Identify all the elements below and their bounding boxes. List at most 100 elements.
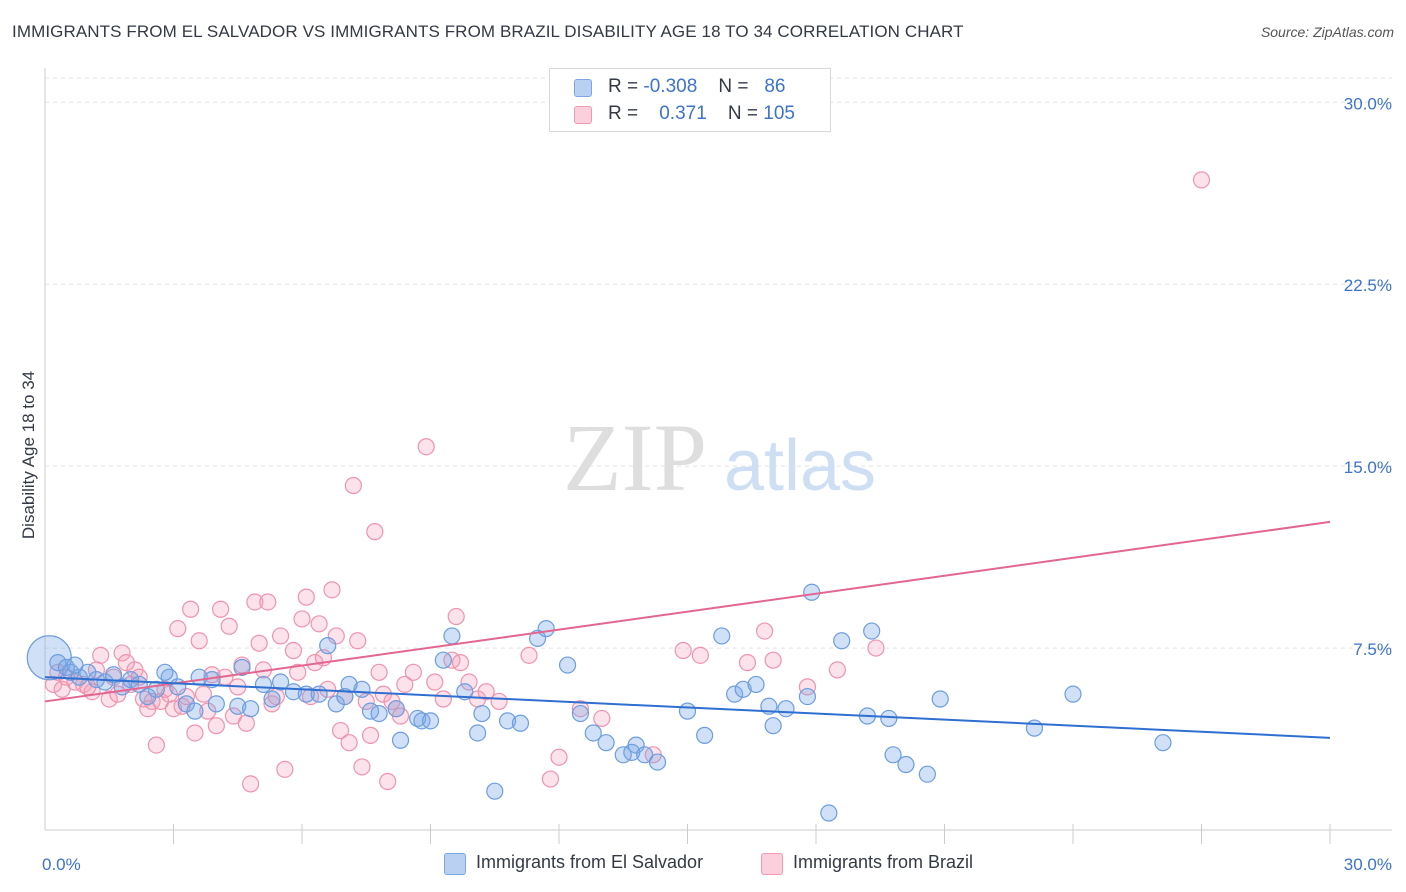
scatter-point — [696, 726, 714, 744]
scatter-point — [186, 724, 204, 742]
scatter-point — [297, 588, 315, 606]
scatter-point — [396, 675, 414, 694]
legend-text-el-salvador: R = -0.308 N = 86 — [608, 76, 785, 98]
y-tick-label: 22.5% — [1344, 276, 1392, 295]
scatter-point — [100, 690, 118, 708]
scatter-point — [259, 593, 277, 611]
scatter-point — [246, 593, 264, 611]
scatter-point — [443, 627, 461, 645]
scatter-point — [537, 620, 555, 638]
scatter-point — [426, 673, 444, 691]
scatter-point — [344, 476, 362, 495]
scatter-point — [276, 760, 294, 778]
scatter-point — [340, 734, 358, 752]
scatter-point — [447, 607, 465, 626]
legend-text-brazil: R = 0.371 N = 105 — [608, 103, 795, 125]
y-axis-label: Disability Age 18 to 34 — [19, 371, 38, 539]
y-tick-label: 15.0% — [1344, 458, 1392, 477]
scatter-point — [558, 656, 577, 674]
scatter-point — [571, 704, 590, 723]
scatter-point — [469, 724, 487, 742]
scatter-point — [456, 683, 474, 701]
scatter-point — [636, 746, 654, 764]
scatter-point — [460, 673, 478, 691]
axes — [44, 68, 1392, 844]
scatter-point — [511, 714, 530, 732]
scatter-point — [92, 646, 110, 664]
scatter-point — [331, 721, 350, 740]
scatter-point — [271, 627, 290, 645]
scatter-point — [327, 627, 345, 645]
scatter-point — [541, 770, 560, 788]
scatter-point — [319, 637, 337, 655]
scatter-point — [49, 654, 67, 672]
scatter-point — [1064, 685, 1082, 703]
scatter-point — [113, 644, 131, 662]
scatter-point — [156, 663, 174, 681]
scatter-point — [627, 736, 645, 754]
scatter-point — [224, 707, 243, 725]
scatter-point — [473, 704, 491, 723]
legend-row-brazil: R = 0.371 N = 105 — [550, 102, 830, 128]
watermark-zip: ZIP — [563, 404, 707, 511]
trend-lines — [44, 520, 1331, 739]
scatter-point — [931, 690, 949, 708]
y-tick-label: 30.0% — [1344, 94, 1392, 113]
scatter-point — [190, 632, 208, 650]
scatter-point — [713, 627, 731, 645]
scatter-point — [897, 755, 915, 774]
scatter-point — [884, 746, 902, 764]
scatter-point — [212, 600, 230, 618]
scatter-point — [738, 654, 757, 672]
scatter-point — [550, 748, 568, 766]
legend-swatch-brazil — [574, 106, 592, 124]
scatter-point — [207, 695, 225, 713]
scatter-point — [777, 700, 795, 718]
scatter-point — [289, 663, 307, 681]
scatter-point — [584, 724, 602, 742]
scatter-point — [387, 700, 405, 718]
scatter-point — [370, 663, 388, 681]
bottom-legend-swatch-brazil — [761, 853, 783, 875]
scatter-point — [370, 704, 388, 723]
n-value: 86 — [764, 76, 786, 97]
scatter-point — [726, 685, 744, 703]
r-label: R = — [608, 76, 639, 97]
scatter-point — [798, 687, 817, 706]
scatter-point — [122, 670, 140, 689]
legend-row-el-salvador: R = -0.308 N = 86 — [550, 75, 830, 101]
scatter-point — [918, 765, 936, 783]
scatter-point — [284, 641, 303, 660]
watermark: ZIP atlas — [563, 404, 876, 511]
scatter-point — [674, 641, 692, 660]
trend-line-el-salvador — [44, 676, 1331, 739]
scatter-point — [571, 700, 590, 718]
scatter-point — [1154, 734, 1172, 752]
scatter-point — [177, 687, 195, 706]
scatter-point — [477, 683, 495, 701]
n-label: N = — [727, 103, 759, 124]
scatter-point — [66, 656, 84, 674]
x-tick-label: 30.0% — [1344, 855, 1392, 874]
scatter-point — [263, 690, 281, 708]
n-value: 105 — [763, 103, 795, 124]
scatter-point — [490, 692, 508, 711]
scatter-point — [220, 617, 238, 635]
scatter-point — [691, 646, 709, 664]
scatter-point — [186, 702, 204, 720]
scatter-point — [764, 651, 782, 669]
scatter-point — [747, 675, 765, 694]
scatter-point — [434, 651, 452, 669]
scatter-point — [293, 610, 311, 628]
scatter-point — [593, 709, 611, 728]
watermark-atlas: atlas — [724, 426, 876, 506]
scatter-point — [242, 775, 260, 793]
bottom-legend-label-brazil: Immigrants from Brazil — [793, 852, 974, 872]
scatter-point — [648, 753, 667, 771]
tick-labels: 7.5% 15.0% 22.5% 30.0% 0.0% 30.0% — [42, 94, 1392, 874]
scatter-point — [271, 673, 290, 691]
scatter-point — [880, 709, 898, 728]
legend-swatch-el-salvador — [574, 79, 592, 97]
scatter-point — [349, 632, 367, 650]
